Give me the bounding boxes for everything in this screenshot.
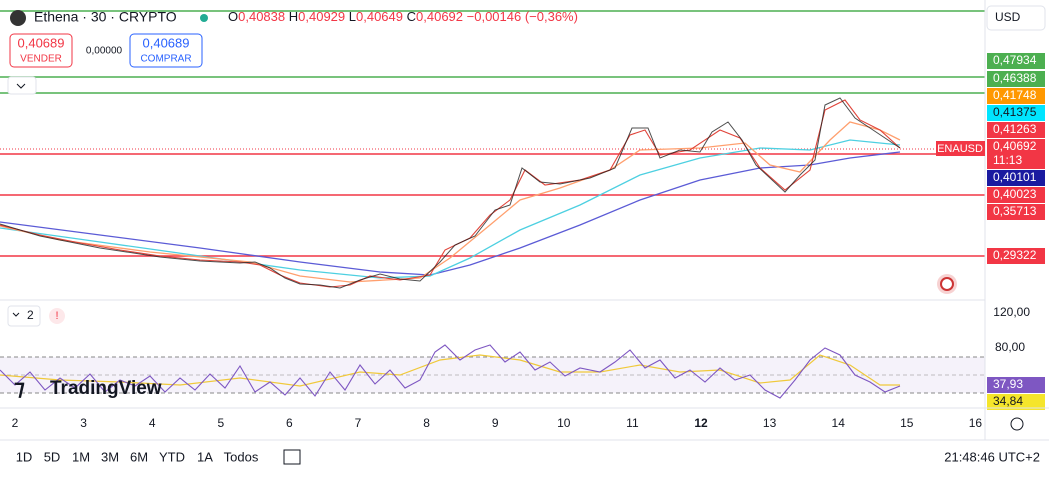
l-value: 0,40649 bbox=[356, 9, 403, 24]
x-tick-label: 12 bbox=[694, 416, 708, 430]
x-tick-label: 4 bbox=[149, 416, 156, 430]
x-tick-label: 6 bbox=[286, 416, 293, 430]
date-range-icon[interactable] bbox=[283, 449, 301, 465]
price-label: 0,46388 bbox=[993, 71, 1037, 85]
symbol-icon bbox=[10, 10, 26, 26]
price-label-bg bbox=[987, 248, 1045, 264]
price-plot bbox=[0, 97, 901, 289]
logo: TradingView bbox=[50, 378, 162, 399]
x-axis: 2 3 4 5 6 7 8 9 10 11 12 13 14 15 16 bbox=[12, 416, 983, 430]
price-label: 0,40023 bbox=[993, 187, 1037, 201]
change: −0,00146 (−0,36%) bbox=[467, 9, 578, 24]
price-label-bg bbox=[987, 153, 1045, 169]
spread: 0,00000 bbox=[86, 46, 123, 57]
rsi-ma: 34,84 bbox=[993, 394, 1023, 408]
c-value: 0,40692 bbox=[416, 9, 463, 24]
price-label-bg bbox=[987, 122, 1045, 138]
price-label: 0,41748 bbox=[993, 88, 1037, 102]
x-tick-label: 15 bbox=[900, 416, 914, 430]
buy-label: COMPRAR bbox=[140, 54, 191, 65]
price-label-bg bbox=[987, 204, 1045, 220]
sell-label: VENDER bbox=[20, 54, 62, 65]
buy-price: 0,40689 bbox=[143, 35, 190, 50]
indicator-toggle[interactable] bbox=[7, 305, 41, 327]
currency: USD bbox=[995, 10, 1021, 24]
x-tick-label: 5 bbox=[217, 416, 224, 430]
x-tick-label: 2 bbox=[12, 416, 19, 430]
settings-icon[interactable] bbox=[1010, 417, 1024, 431]
symbol-tag: ENAUSD bbox=[937, 143, 983, 155]
price-label-bg bbox=[987, 53, 1045, 69]
rsi-value-bg bbox=[987, 377, 1045, 393]
chevron bbox=[16, 83, 26, 89]
price-label: 0,41263 bbox=[993, 122, 1037, 136]
rsi-level: 120,00 bbox=[993, 305, 1030, 319]
ohlc: O0,40838 H0,40929 L0,40649 C0,40692 −0,0… bbox=[228, 9, 578, 24]
range-button[interactable]: 1D bbox=[16, 449, 33, 464]
o-value: 0,40838 bbox=[238, 9, 285, 24]
h-label: H bbox=[289, 9, 298, 24]
l-label: L bbox=[349, 9, 356, 24]
price-label-bg bbox=[987, 105, 1045, 121]
price-label: 0,41375 bbox=[993, 105, 1037, 119]
symbol: Ethena · 30 · CRYPTO bbox=[34, 9, 177, 25]
rsi-pane bbox=[0, 299, 985, 399]
range-button[interactable]: 1M bbox=[72, 449, 90, 464]
price-label: 0,35713 bbox=[993, 204, 1037, 218]
price-label: 11:13 bbox=[993, 153, 1022, 167]
chevron bbox=[12, 312, 20, 317]
price-label-bg bbox=[987, 170, 1045, 186]
price-label: 0,40692 bbox=[993, 139, 1037, 153]
x-tick-label: 9 bbox=[492, 416, 499, 430]
x-tick-label: 8 bbox=[423, 416, 430, 430]
price-label: 0,40101 bbox=[993, 170, 1037, 184]
indicator-count: 2 bbox=[27, 308, 34, 322]
sell-price: 0,40689 bbox=[18, 35, 65, 50]
price-label-bg bbox=[987, 88, 1045, 104]
range-button[interactable]: Todos bbox=[224, 449, 259, 464]
range-button[interactable]: 1A bbox=[197, 449, 213, 464]
price-label-bg bbox=[987, 187, 1045, 203]
price-label-bg bbox=[987, 71, 1045, 87]
price-labels: 0,47934 0,46388 0,41748 0,41375 0,41263 0,406… bbox=[987, 53, 1045, 264]
rsi-value: 37,93 bbox=[993, 377, 1023, 391]
alert-mark: ! bbox=[55, 310, 58, 322]
x-tick-label: 10 bbox=[557, 416, 571, 430]
rsi-level: 80,00 bbox=[995, 340, 1025, 354]
range-toolbar: 1D 5D 1M 3M 6M YTD 1A Todos bbox=[16, 449, 259, 464]
sell-button[interactable] bbox=[9, 33, 73, 68]
status-dot bbox=[200, 14, 208, 22]
currency-button[interactable] bbox=[986, 5, 1046, 31]
clock: 21:48:46 UTC+2 bbox=[944, 449, 1040, 464]
c-label: C bbox=[407, 9, 416, 24]
buy-button[interactable] bbox=[129, 33, 203, 68]
o-label: O bbox=[228, 9, 238, 24]
x-tick-label: 14 bbox=[832, 416, 846, 430]
range-button[interactable]: 5D bbox=[44, 449, 61, 464]
alert-icon bbox=[49, 308, 65, 324]
rsi-ma-bg bbox=[987, 394, 1045, 410]
price-label: 0,47934 bbox=[993, 53, 1037, 67]
logo-mark: ⁊ bbox=[14, 375, 25, 400]
h-value: 0,40929 bbox=[298, 9, 345, 24]
range-button[interactable]: 6M bbox=[130, 449, 148, 464]
x-tick-label: 16 bbox=[969, 416, 983, 430]
flag-icon bbox=[940, 277, 954, 291]
range-button[interactable]: 3M bbox=[101, 449, 119, 464]
collapse-button[interactable] bbox=[7, 76, 37, 95]
x-tick-label: 7 bbox=[355, 416, 362, 430]
x-tick-label: 11 bbox=[626, 416, 639, 430]
x-tick-label: 13 bbox=[763, 416, 777, 430]
range-button[interactable]: YTD bbox=[159, 449, 185, 464]
price-label: 0,29322 bbox=[993, 248, 1037, 262]
symbol-tag-bg bbox=[936, 141, 985, 156]
x-tick-label: 3 bbox=[80, 416, 87, 430]
price-label-bg bbox=[987, 139, 1045, 155]
